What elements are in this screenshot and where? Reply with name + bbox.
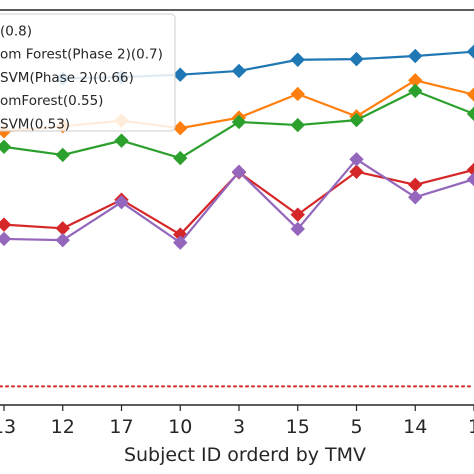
legend-entry: SVM(Phase 2)(0.66) [0,70,134,86]
legend-label: (0.8) [0,24,32,40]
data-point [349,51,364,67]
data-point [408,83,423,99]
x-axis-label: Subject ID orderd by TMV [124,444,366,466]
x-tick-label: 17 [109,416,133,438]
data-point [290,52,305,67]
data-point [408,48,423,64]
x-tick-label: 12 [51,416,75,438]
x-tick-label: 5 [350,416,362,438]
data-point [290,207,305,222]
plot-area [0,9,474,406]
legend-label: SVM(Phase 2)(0.66) [0,70,134,86]
data-point [0,217,12,232]
data-point [349,152,364,167]
x-tick-label: 14 [403,416,427,438]
legend-entry: (0.8) [0,24,32,40]
data-point [466,87,474,102]
data-point [173,120,188,136]
data-point [114,195,129,210]
legend: (0.8) om Forest(Phase 2)(0.7) SVM(Phase 2)… [0,13,176,132]
data-point [173,67,188,82]
x-tick-label: 15 [286,416,310,438]
data-point [55,221,70,236]
data-point [231,164,247,179]
data-point [290,117,305,133]
data-point [114,133,129,148]
data-point [466,162,474,178]
legend-entry: om Forest(Phase 2)(0.7) [0,47,163,63]
data-point [173,235,188,250]
x-tick-label: 13 [0,416,16,438]
series-line [3,168,474,236]
data-point [0,231,12,247]
series-5 [0,152,474,250]
data-point [231,63,247,79]
data-point [466,44,474,59]
x-axis: 13 12 17 10 3 15 5 14 1 [0,405,474,438]
data-point [55,232,70,248]
series-3 [0,83,474,166]
legend-label: SVM(0.53) [0,116,70,132]
legend-label: om Forest(Phase 2)(0.7) [0,47,163,63]
data-point [349,164,364,179]
data-point [290,221,305,237]
x-tick-label: 1 [468,416,474,438]
x-tick-label: 3 [233,416,245,438]
legend-frame [0,13,176,132]
data-point [173,150,188,166]
data-point [466,171,474,187]
data-point [408,177,423,193]
legend-entry: SVM(0.53) [0,116,70,132]
legend-label: omForest(0.55) [0,93,103,109]
data-point [55,147,70,163]
data-point [349,112,364,128]
legend-entry: omForest(0.55) [0,93,103,109]
data-point [231,114,247,130]
data-point [466,106,474,122]
data-point [290,86,305,102]
x-tick-label: 10 [168,416,192,438]
data-point [408,190,423,205]
data-point [0,139,12,155]
